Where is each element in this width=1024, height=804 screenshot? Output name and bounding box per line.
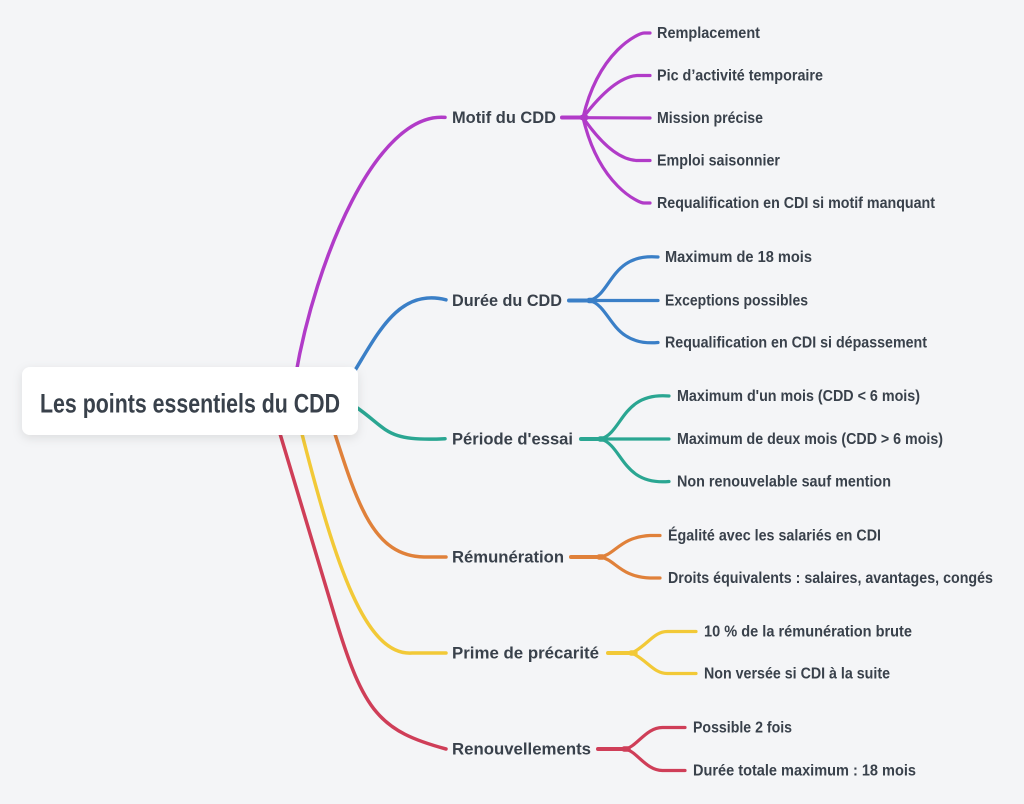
svg-text:Égalité avec les salariés en C: Égalité avec les salariés en CDI xyxy=(668,528,881,545)
svg-text:Droits équivalents : salaires,: Droits équivalents : salaires, avantages… xyxy=(668,570,993,587)
svg-text:Durée totale maximum : 18 mois: Durée totale maximum : 18 mois xyxy=(693,763,916,780)
svg-text:Requalification en CDI si dépa: Requalification en CDI si dépassement xyxy=(665,335,927,352)
svg-text:Non versée si CDI à la suite: Non versée si CDI à la suite xyxy=(704,666,890,683)
svg-text:10 % de la rémunération brute: 10 % de la rémunération brute xyxy=(704,624,912,641)
svg-text:Non renouvelable sauf mention: Non renouvelable sauf mention xyxy=(677,474,891,491)
svg-text:Prime de précarité: Prime de précarité xyxy=(452,643,599,662)
svg-text:Période d'essai: Période d'essai xyxy=(452,429,573,448)
svg-text:Remplacement: Remplacement xyxy=(657,25,760,42)
svg-text:Emploi saisonnier: Emploi saisonnier xyxy=(657,153,780,170)
svg-text:Renouvellements: Renouvellements xyxy=(452,739,591,758)
svg-text:Maximum de deux mois (CDD > 6: Maximum de deux mois (CDD > 6 mois) xyxy=(677,431,943,448)
svg-text:Rémunération: Rémunération xyxy=(452,547,564,566)
svg-text:Maximum d'un mois (CDD < 6 moi: Maximum d'un mois (CDD < 6 mois) xyxy=(677,388,920,405)
svg-text:Les points essentiels du CDD: Les points essentiels du CDD xyxy=(40,389,340,419)
svg-text:Motif du CDD: Motif du CDD xyxy=(452,108,556,127)
svg-text:Mission précise: Mission précise xyxy=(657,110,763,127)
svg-text:Maximum de 18 mois: Maximum de 18 mois xyxy=(665,249,812,266)
svg-text:Pic d’activité temporaire: Pic d’activité temporaire xyxy=(657,68,823,85)
svg-text:Requalification en CDI si moti: Requalification en CDI si motif manquant xyxy=(657,195,935,212)
svg-text:Possible 2 fois: Possible 2 fois xyxy=(693,720,792,737)
svg-text:Durée du CDD: Durée du CDD xyxy=(452,291,562,310)
svg-text:Exceptions possibles: Exceptions possibles xyxy=(665,293,808,310)
